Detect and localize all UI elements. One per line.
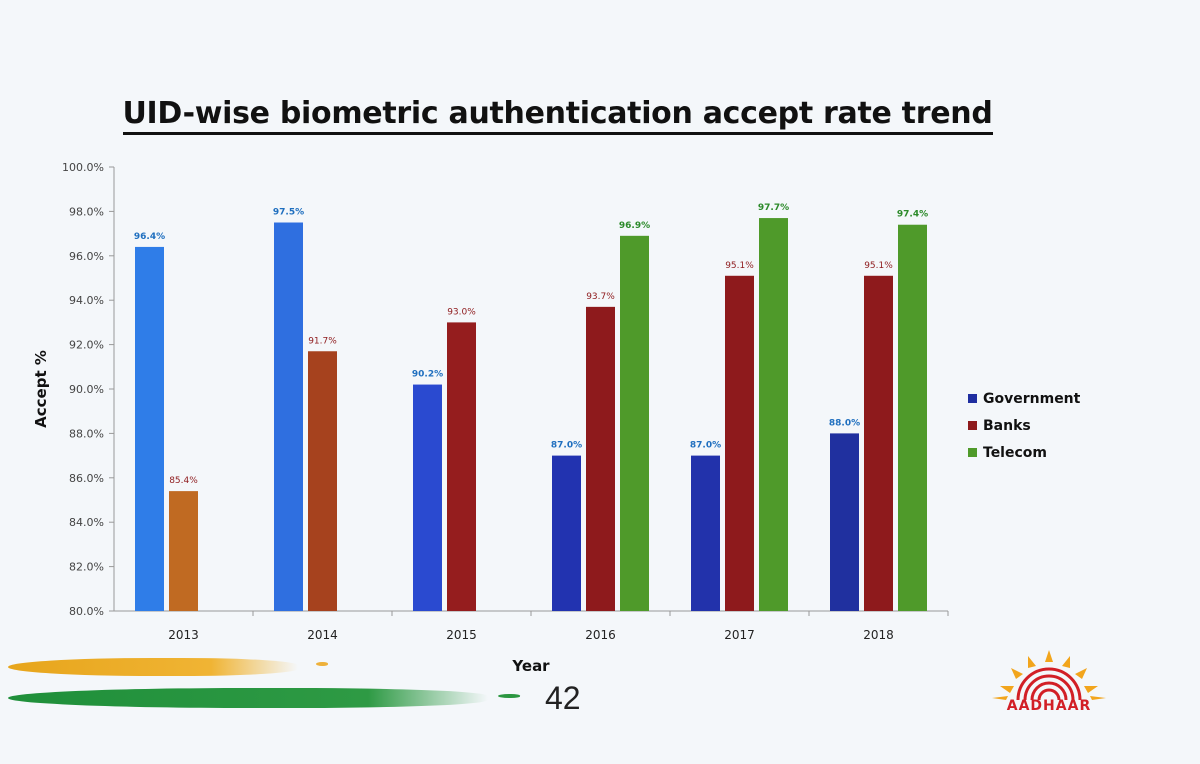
data-label-banks-2014: 91.7% [308, 336, 337, 346]
y-axis-title: Accept % [32, 350, 50, 428]
y-tick-label: 98.0% [69, 205, 104, 218]
data-label-government-2014: 97.5% [273, 208, 304, 218]
y-tick-label: 100.0% [62, 161, 104, 174]
green-brush-fleck [498, 694, 520, 698]
x-tick-label: 2015 [446, 628, 477, 642]
legend-item-government: Government [968, 385, 1080, 412]
bar-telecom-2018 [898, 224, 927, 611]
bar-banks-2016 [586, 306, 615, 611]
legend-label-government: Government [983, 390, 1081, 407]
data-label-banks-2017: 95.1% [725, 261, 754, 271]
bar-banks-2014 [308, 351, 337, 611]
data-label-banks-2015: 93.0% [447, 307, 476, 317]
data-label-government-2017: 87.0% [690, 441, 721, 451]
bar-banks-2018 [864, 275, 893, 611]
data-label-telecom-2018: 97.4% [897, 210, 928, 220]
data-label-government-2013: 96.4% [134, 232, 165, 242]
saffron-brush-stroke [8, 658, 298, 676]
bar-banks-2013 [169, 491, 198, 611]
aadhaar-sun-fingerprint-icon [992, 650, 1106, 701]
legend-item-banks: Banks [968, 412, 1080, 439]
page-number: 42 [545, 680, 581, 716]
data-label-government-2018: 88.0% [829, 418, 860, 428]
y-tick-label: 90.0% [69, 383, 104, 396]
data-label-telecom-2016: 96.9% [619, 221, 650, 231]
bar-banks-2017 [725, 275, 754, 611]
aadhaar-logo-text: AADHAAR [1006, 698, 1092, 714]
bar-telecom-2017 [759, 218, 788, 611]
aadhaar-logo: AADHAAR [978, 648, 1120, 718]
y-tick-label: 92.0% [69, 339, 104, 352]
bar-government-2017 [691, 455, 720, 611]
x-tick-label: 2016 [585, 628, 616, 642]
chart-legend: Government Banks Telecom [968, 385, 1080, 466]
legend-label-banks: Banks [983, 417, 1031, 434]
chart-title: UID-wise biometric authentication accept… [0, 96, 1115, 135]
legend-label-telecom: Telecom [983, 444, 1047, 461]
x-tick-label: 2018 [863, 628, 894, 642]
legend-swatch-government [968, 394, 977, 403]
green-brush-stroke [8, 688, 488, 708]
y-tick-label: 86.0% [69, 472, 104, 485]
y-tick-label: 84.0% [69, 516, 104, 529]
data-label-government-2016: 87.0% [551, 441, 582, 451]
y-tick-label: 96.0% [69, 250, 104, 263]
chart-title-text: UID-wise biometric authentication accept… [122, 96, 993, 135]
x-tick-label: 2013 [168, 628, 199, 642]
bar-telecom-2016 [620, 235, 649, 611]
y-tick-label: 94.0% [69, 294, 104, 307]
y-tick-label: 82.0% [69, 561, 104, 574]
bar-government-2015 [413, 384, 442, 611]
x-tick-label: 2014 [307, 628, 338, 642]
data-label-telecom-2017: 97.7% [758, 203, 789, 213]
bar-government-2014 [274, 222, 303, 611]
data-label-government-2015: 90.2% [412, 370, 443, 380]
bar-government-2016 [552, 455, 581, 611]
bar-government-2013 [135, 246, 164, 612]
legend-swatch-banks [968, 421, 977, 430]
data-label-banks-2018: 95.1% [864, 261, 893, 271]
bar-government-2018 [830, 433, 859, 611]
saffron-brush-fleck [316, 662, 328, 666]
legend-item-telecom: Telecom [968, 439, 1080, 466]
x-axis-title: Year [511, 657, 550, 675]
data-label-banks-2013: 85.4% [169, 476, 198, 486]
data-label-banks-2016: 93.7% [586, 292, 615, 302]
bar-banks-2015 [447, 322, 476, 611]
legend-swatch-telecom [968, 448, 977, 457]
y-tick-label: 88.0% [69, 427, 104, 440]
x-tick-label: 2017 [724, 628, 755, 642]
y-tick-label: 80.0% [69, 605, 104, 618]
